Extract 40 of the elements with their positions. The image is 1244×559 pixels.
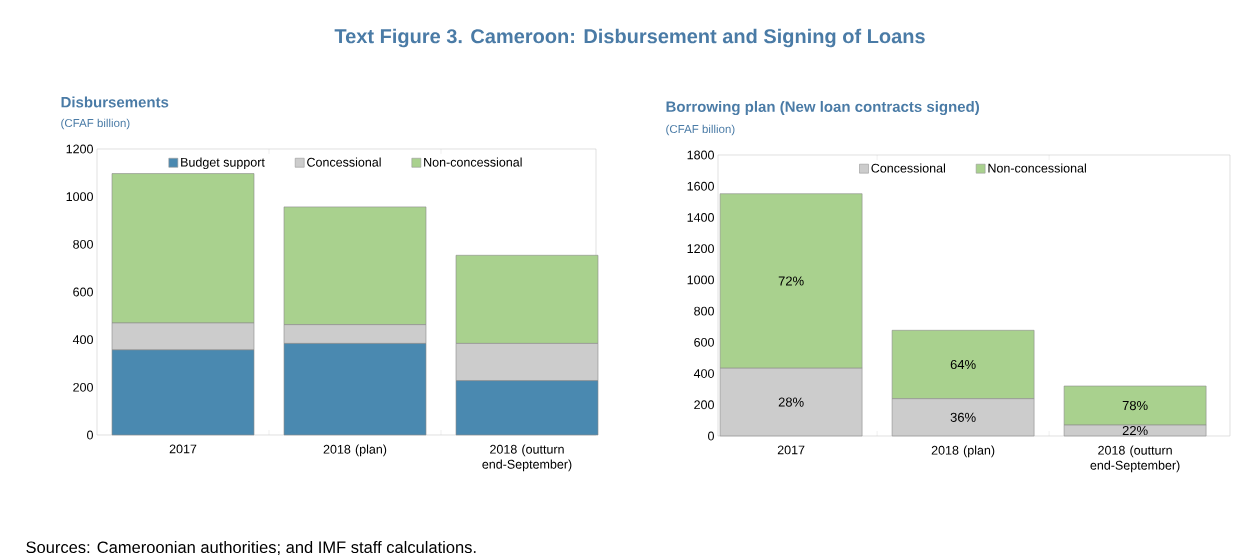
y-tick-label: 200: [694, 400, 714, 410]
y-axis-title: (CFAF billion): [61, 118, 130, 130]
y-tick-label: 0: [708, 431, 714, 441]
chart-title: Borrowing plan (New loan contracts signed): [666, 100, 979, 116]
legend-label: Non-concessional: [424, 157, 522, 167]
y-tick-label: 1000: [66, 192, 93, 202]
x-tick-label: 2017: [777, 445, 805, 455]
chart-title: Text Figure 3. Cameroon: Disbursement and Signing of Loans: [334, 28, 925, 48]
x-tick-label: 2018 (outturn end-September): [482, 444, 572, 472]
annotation: 28%: [778, 397, 804, 407]
legend-label: Non-concessional: [988, 163, 1086, 173]
x-tick-label: 2018 (plan): [931, 445, 995, 458]
y-tick-label: 1200: [687, 244, 714, 254]
annotation: 22%: [1122, 425, 1148, 436]
y-tick-label: 1600: [687, 181, 714, 191]
y-tick-label: 400: [72, 335, 93, 345]
legend-label: Concessional: [871, 163, 945, 173]
x-tick-label: 2018 (outturn end-September): [1090, 445, 1180, 473]
y-tick-label: 1000: [687, 275, 714, 285]
y-tick-label: 200: [73, 382, 93, 392]
y-tick-label: 0: [87, 430, 93, 440]
x-tick-label: 2018 (plan): [323, 444, 387, 457]
annotation: 64%: [950, 359, 976, 370]
annotation: 36%: [950, 412, 976, 422]
y-tick-label: 1400: [687, 213, 714, 222]
annotation: 72%: [778, 276, 804, 286]
y-tick-label: 800: [694, 306, 714, 316]
y-tick-label: 1200: [66, 144, 93, 154]
source-note: Sources: Cameroonian authorities; and IMF staff calculations.: [26, 540, 476, 556]
y-tick-label: 600: [73, 287, 93, 297]
x-tick-label: 2017: [169, 444, 197, 454]
y-axis-title: (CFAF billion): [666, 124, 735, 136]
y-tick-label: 400: [693, 369, 714, 378]
y-tick-label: 600: [694, 337, 714, 347]
chart-subtitle: Disbursements: [61, 96, 169, 108]
legend-label: Budget support: [181, 157, 265, 170]
annotation: 78%: [1122, 400, 1148, 411]
legend-label: Concessional: [307, 157, 381, 167]
y-tick-label: 800: [73, 239, 93, 249]
y-tick-label: 1800: [687, 150, 714, 160]
